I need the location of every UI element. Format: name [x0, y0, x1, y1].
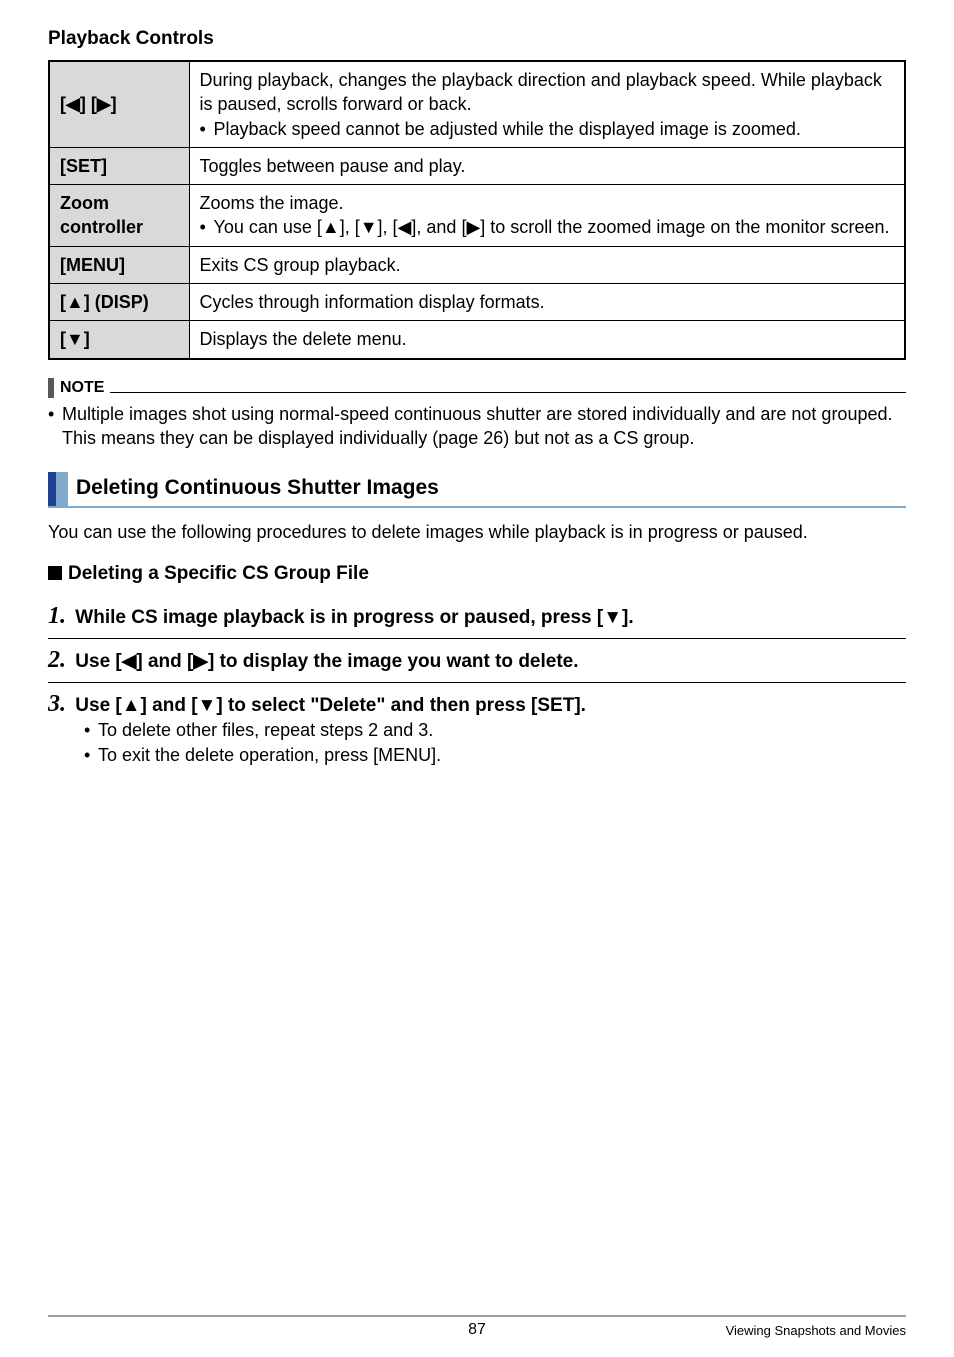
step-text: Use [◀] and [▶] to display the image you…: [75, 651, 578, 672]
step-number: 3.: [48, 691, 66, 717]
page-footer: 87 Viewing Snapshots and Movies: [48, 1315, 906, 1339]
subsection-heading: Deleting Continuous Shutter Images: [48, 472, 906, 508]
desc-cell: Cycles through information display forma…: [189, 284, 905, 321]
key-cell: [MENU]: [49, 246, 189, 283]
step-separator: [48, 682, 906, 683]
key-cell: [◀] [▶]: [49, 61, 189, 147]
table-row: [▼] Displays the delete menu.: [49, 321, 905, 359]
note-item: Multiple images shot using normal-speed …: [48, 402, 906, 451]
footer-section: Viewing Snapshots and Movies: [726, 1323, 906, 1338]
key-cell: Zoom controller: [49, 185, 189, 247]
subsection-title: Deleting Continuous Shutter Images: [68, 472, 439, 506]
controls-table: [◀] [▶] During playback, changes the pla…: [48, 60, 906, 360]
step-sub-item: To delete other files, repeat steps 2 an…: [84, 718, 906, 743]
key-cell: [▲] (DISP): [49, 284, 189, 321]
step-3: 3. Use [▲] and [▼] to select "Delete" an…: [48, 685, 906, 774]
intro-paragraph: You can use the following procedures to …: [48, 520, 906, 544]
desc-bullet: You can use [▲], [▼], [◀], and [▶] to sc…: [200, 215, 895, 239]
subheading-text: Deleting a Specific CS Group File: [68, 563, 369, 584]
step-1: 1. While CS image playback is in progres…: [48, 597, 906, 636]
key-cell: [▼]: [49, 321, 189, 359]
note-divider: [110, 383, 906, 393]
subsection-bar-light-icon: [56, 472, 68, 506]
desc-cell: During playback, changes the playback di…: [189, 61, 905, 147]
desc-text: Zooms the image.: [200, 193, 344, 213]
note-bar-icon: [48, 378, 54, 398]
step-number: 1.: [48, 603, 66, 629]
step-number: 2.: [48, 647, 66, 673]
note-heading: NOTE: [48, 378, 906, 398]
desc-cell: Zooms the image. You can use [▲], [▼], […: [189, 185, 905, 247]
note-label: NOTE: [60, 379, 104, 397]
desc-cell: Displays the delete menu.: [189, 321, 905, 359]
square-bullet-icon: [48, 566, 62, 580]
step-text: Use [▲] and [▼] to select "Delete" and t…: [75, 695, 586, 716]
step-sub-item: To exit the delete operation, press [MEN…: [84, 743, 906, 768]
subsection-bar-dark-icon: [48, 472, 56, 506]
table-row: [SET] Toggles between pause and play.: [49, 147, 905, 184]
table-row: [MENU] Exits CS group playback.: [49, 246, 905, 283]
desc-cell: Toggles between pause and play.: [189, 147, 905, 184]
step-2: 2. Use [◀] and [▶] to display the image …: [48, 641, 906, 680]
table-row: [◀] [▶] During playback, changes the pla…: [49, 61, 905, 147]
step-separator: [48, 638, 906, 639]
key-cell: [SET]: [49, 147, 189, 184]
desc-bullet: Playback speed cannot be adjusted while …: [200, 117, 895, 141]
subheading: Deleting a Specific CS Group File: [48, 563, 906, 585]
playback-controls-heading: Playback Controls: [48, 28, 906, 50]
step-text: While CS image playback is in progress o…: [75, 607, 633, 628]
desc-text: During playback, changes the playback di…: [200, 70, 882, 114]
table-row: Zoom controller Zooms the image. You can…: [49, 185, 905, 247]
table-row: [▲] (DISP) Cycles through information di…: [49, 284, 905, 321]
desc-cell: Exits CS group playback.: [189, 246, 905, 283]
step-sub: To delete other files, repeat steps 2 an…: [48, 718, 906, 768]
note-body: Multiple images shot using normal-speed …: [48, 402, 906, 451]
